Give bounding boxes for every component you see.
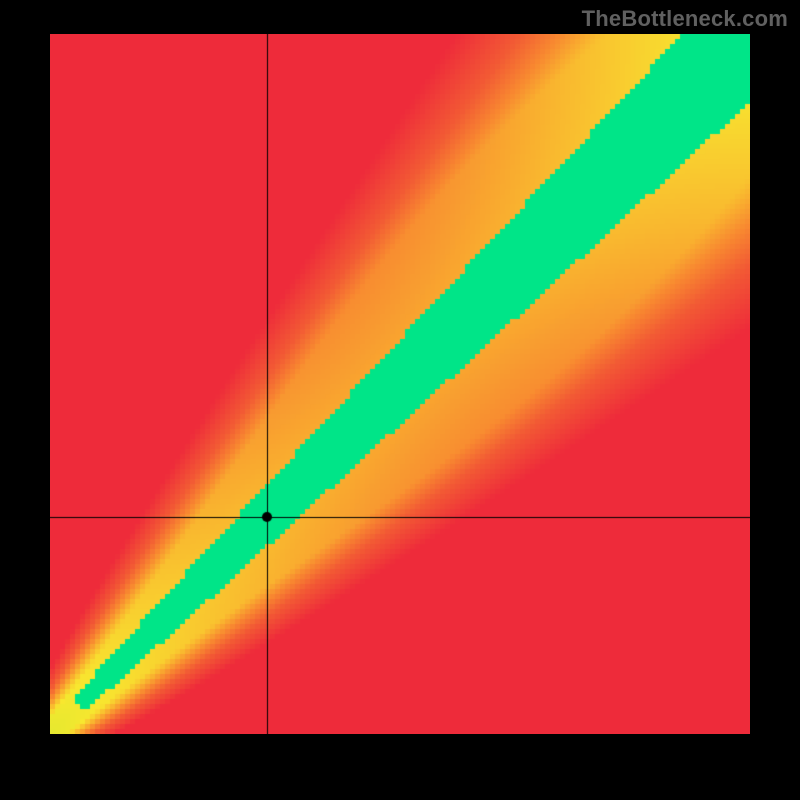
bottleneck-heatmap bbox=[50, 34, 750, 734]
watermark: TheBottleneck.com bbox=[582, 6, 788, 32]
